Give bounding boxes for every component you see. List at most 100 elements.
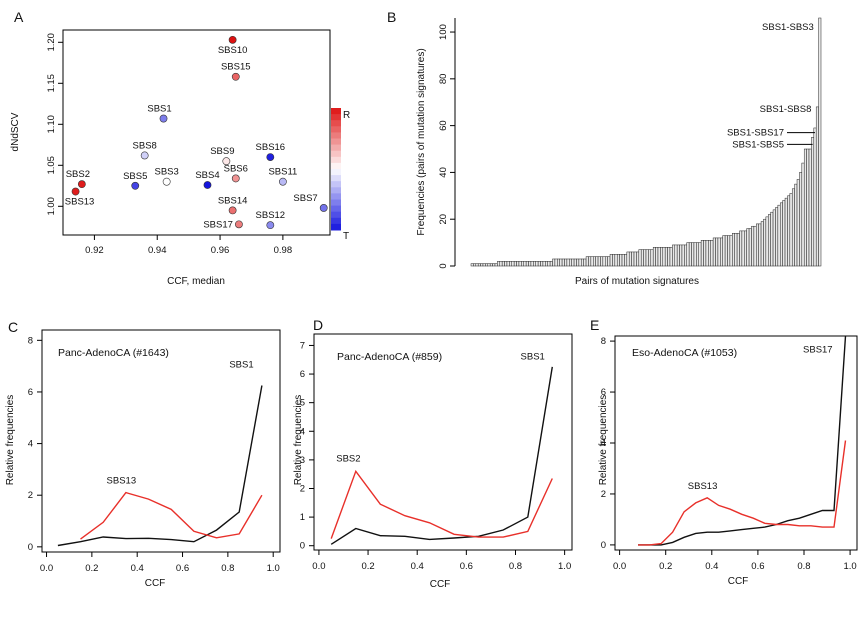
panel-b-bar [688,242,692,267]
panel-b-bar [765,216,769,267]
panel-b-bar [784,197,788,267]
panel-e-series-label: SBS13 [688,481,718,492]
panel-a-point-sbs16 [266,153,275,161]
panel-b-bar [645,249,649,267]
panel-d-x-tick-label: 0.4 [411,561,424,572]
panel-c-x-tick-label: 0.8 [221,563,234,574]
panel-a-point-sbs14 [228,206,237,215]
panel-e-x-tick-label: 0.8 [797,561,810,572]
panel-b-bar [782,200,786,267]
panel-a-point-label: SBS2 [66,169,90,180]
panel-d-x-tick-label: 0.2 [361,561,374,572]
panel-a-legend-cell [331,181,341,188]
panel-b-bar [741,230,745,267]
panel-e-ticks: 0.0 0.2 0.4 0.6 0.8 1.0 0 2 4 6 8 [601,336,857,572]
panel-e-y-tick-label: 6 [601,387,606,398]
panel-b-bar [489,263,493,267]
panel-b-bar [664,247,668,267]
panel-a-point-label: SBS5 [123,171,147,182]
panel-b-y-tick-label: 60 [438,120,449,131]
panel-b-bar [676,244,680,267]
panel-b-bar [528,261,532,267]
panel-a-point-label: SBS11 [268,167,297,178]
panel-b-bar [732,232,735,267]
panel-a-point-sbs10 [228,35,237,44]
panel-a-point-label: SBS4 [195,170,219,181]
panel-b-bar [571,258,575,267]
panel-e-y-tick-label: 4 [601,438,606,449]
panel-b-bar [674,244,678,267]
panel-b-bar [736,232,740,267]
panel-b-bar [758,223,762,267]
panel-a-legend-cell [331,205,341,213]
panel-b-bar [815,106,819,267]
panel-b-bar [746,228,750,267]
panel-b-bar [722,235,726,267]
panel-b-bar [525,261,529,267]
panel-a-legend-bottom-label: T [343,231,349,242]
panel-b-bar [679,244,683,267]
panel-b-bar [593,256,596,267]
panel-b-bar [583,258,587,267]
panel-a-legend-cell [331,162,341,170]
panel-b-bar [662,247,666,267]
panel-b-bar [734,232,738,267]
panel-b-bar [604,256,608,267]
panel-b-bar [657,247,661,267]
panel-b-bar [516,261,520,267]
panel-b-bar [578,258,582,267]
panel-b-bar [506,261,510,267]
panel-a-x-tick-label: 0.94 [148,245,167,256]
panel-b-y-tick-label: 0 [438,263,449,268]
panel-b-bar [523,261,527,267]
panel-a-y-tick-label: 1.15 [46,74,57,93]
panel-b-bar [499,261,503,267]
panel-d-title: Panc-AdenoCA (#859) [337,351,442,363]
panel-b-bar [772,209,776,267]
panel-d-y-tick-label: 5 [300,398,305,409]
panel-b-bar [796,179,800,267]
panel-b-bar [518,261,522,267]
panel-b-bar [470,263,474,267]
panel-b-bar [696,242,699,267]
panel-a-point-label: SBS8 [133,140,157,151]
panel-b-bar [545,261,548,267]
panel-a-legend-cell [331,114,341,121]
panel-b-bar [473,263,477,267]
panel-a-legend-cell [331,138,341,146]
panel-b-bar [700,240,704,267]
panel-c-x-tick-label: 1.0 [267,563,280,574]
panel-b-bar [801,162,805,267]
panel-a-y-tick-label: 1.10 [46,115,57,134]
panel-c-letter: C [8,319,18,335]
panel-b-bar [753,225,757,267]
panel-a-legend-cell [331,144,341,152]
panel-d-x-tick-label: 1.0 [558,561,571,572]
panel-b-bar [549,261,553,267]
panel-a-points: SBS10 SBS15 SBS1 SBS8 SBS9 SBS16 SBS6 SBS3 SBS4 S… [65,35,328,230]
panel-b-bar [612,254,616,267]
panel-b-bar [590,256,594,267]
panel-a-point-sbs8 [140,151,149,160]
panel-a-point-label: SBS9 [210,146,234,157]
panel-b-bar [530,261,534,267]
panel-a-letter: A [14,9,24,25]
panel-b-bar [511,261,515,267]
panel-b-annotation: SBS1-SBS3 [762,22,814,33]
panel-c-x-tick-label: 0.4 [131,563,144,574]
panel-c-title: Panc-AdenoCA (#1643) [58,347,169,359]
panel-b-bar [789,193,793,267]
panel-b-bar [537,261,541,267]
panel-b-bar [477,263,481,267]
panel-c-plot-frame [41,329,281,553]
panel-a-x-ticks: 0.92 0.94 0.96 0.98 [85,235,292,256]
panel-b-bar [497,261,501,267]
panel-a-y-tick-label: 1.00 [46,197,57,216]
panel-a-point-sbs1 [159,114,168,123]
panel-a-legend-cell [331,132,341,139]
panel-b-bar [698,242,702,267]
panel-b-bar [720,237,723,267]
panel-a: A 0.92 0.94 0.96 0.98 1.001.051.101.151.20 … [10,9,350,287]
panel-b-bar [494,263,498,267]
